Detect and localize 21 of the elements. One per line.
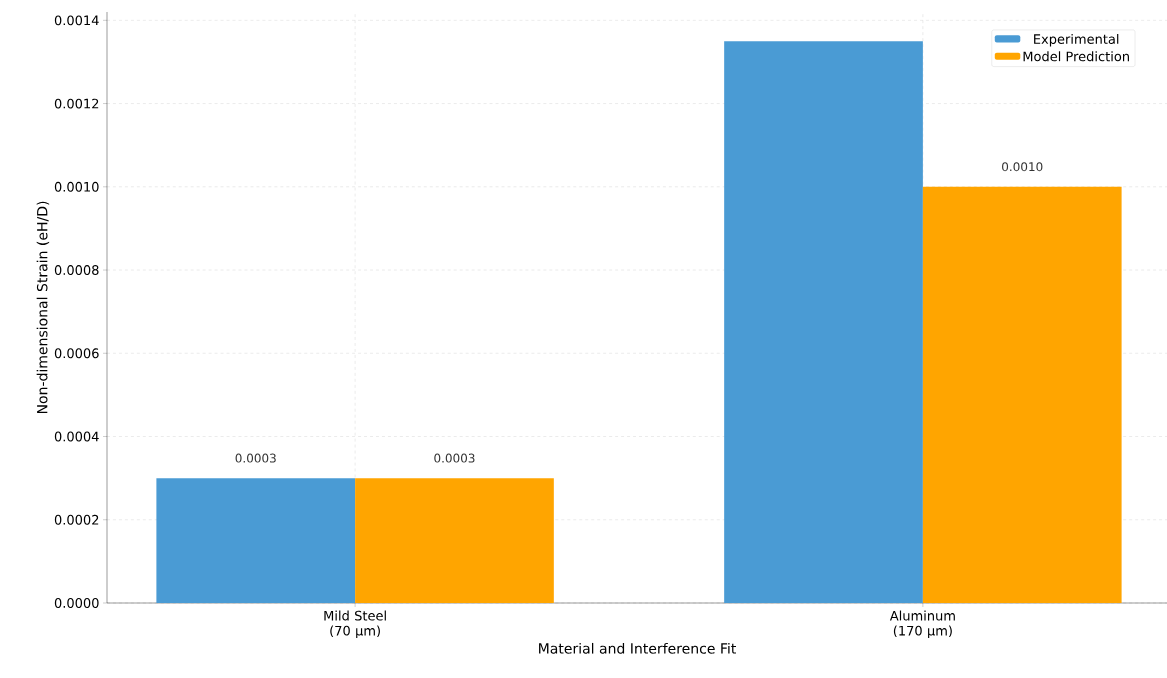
x-tick-label: Mild Steel (70 µm) <box>324 610 386 639</box>
legend-label: Experimental <box>1034 33 1119 47</box>
data-label: 0.0003 <box>235 453 276 463</box>
data-label: 0.0010 <box>1002 162 1043 172</box>
y-tick-label: 0.0010 <box>54 181 99 192</box>
legend-label: Model Prediction <box>1023 51 1129 62</box>
y-tick-label: 0.0004 <box>54 431 99 442</box>
y-tick-label: 0.0008 <box>54 265 99 275</box>
bar <box>724 41 923 603</box>
y-axis-title: Non-dimensional Strain (eH/D) <box>36 201 50 414</box>
y-tick-label: 0.0002 <box>54 514 99 525</box>
data-label: 0.0003 <box>434 453 475 463</box>
y-tick-label: 0.0014 <box>54 15 99 26</box>
x-axis-title: Material and Interference Fit <box>539 642 736 654</box>
y-tick-label: 0.0012 <box>54 98 99 109</box>
bar <box>922 186 1122 603</box>
bar <box>156 478 356 603</box>
y-tick-label: 0.0006 <box>54 348 99 359</box>
y-tick-label: 0.0000 <box>54 598 99 608</box>
x-tick-label: Aluminum (170 µm) <box>889 610 955 639</box>
bar <box>355 478 554 603</box>
